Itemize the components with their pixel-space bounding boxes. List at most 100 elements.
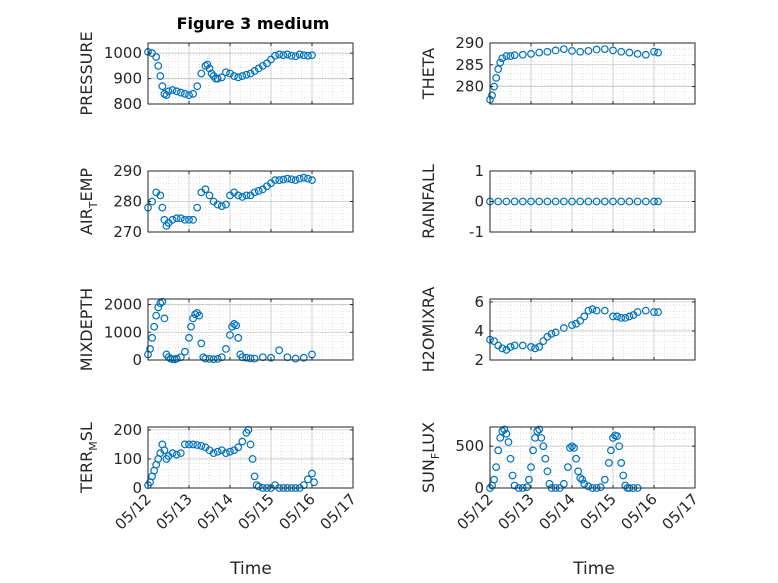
data-point xyxy=(195,311,204,320)
x-tick-label: 05/17 xyxy=(317,490,360,533)
x-tick-label: 05/16 xyxy=(276,490,319,533)
data-point xyxy=(226,447,234,456)
data-point xyxy=(578,475,587,484)
subplot-air_temp: 290 280 270 AIRTEMP xyxy=(77,162,354,241)
data-point xyxy=(242,70,251,79)
x-tick-label: 05/16 xyxy=(618,490,661,533)
y-tick-label: 6 xyxy=(474,293,484,311)
y-tick-label: 500 xyxy=(455,437,484,455)
subplot-terr_msl: 2001000TERRMSL05/1205/1305/1405/1505/160… xyxy=(77,421,360,533)
y-axis-label-subscript: T xyxy=(87,201,100,209)
axes-box xyxy=(489,426,696,489)
subplot-sun_flux: 5000SUNFLUX05/1205/1305/1405/1505/1605/1… xyxy=(419,422,702,533)
data-point xyxy=(494,65,503,74)
data-point xyxy=(535,343,544,351)
data-point xyxy=(584,306,593,315)
data-point xyxy=(168,86,177,94)
data-point xyxy=(543,197,552,206)
data-point xyxy=(168,449,177,458)
data-point xyxy=(176,214,185,223)
data-point xyxy=(295,50,304,59)
y-tick-label: 0 xyxy=(474,479,484,497)
data-point xyxy=(510,341,519,350)
data-point xyxy=(559,45,568,53)
y-tick-label: 290 xyxy=(455,34,484,52)
y-tick-label: 2000 xyxy=(104,296,142,314)
data-point xyxy=(185,91,193,100)
data-point xyxy=(496,58,505,67)
data-point xyxy=(529,446,537,455)
data-point xyxy=(254,482,263,491)
data-point xyxy=(238,437,247,446)
y-axis-label-main: TERR xyxy=(77,451,96,494)
data-point xyxy=(172,87,181,96)
data-point xyxy=(275,50,284,59)
data-point xyxy=(250,188,259,197)
data-point xyxy=(535,425,544,434)
data-point xyxy=(191,310,200,319)
data-point xyxy=(592,45,601,54)
data-point xyxy=(545,479,554,488)
data-point xyxy=(180,89,189,98)
data-point xyxy=(633,197,642,206)
data-point xyxy=(641,197,650,206)
data-point xyxy=(551,197,560,206)
data-point xyxy=(213,74,222,83)
y-axis-label-rest: SL xyxy=(77,422,96,441)
data-point xyxy=(154,61,163,70)
data-point xyxy=(242,353,251,362)
data-point xyxy=(146,345,154,353)
data-point xyxy=(504,438,513,446)
data-point xyxy=(580,312,589,321)
data-point xyxy=(180,347,189,356)
data-point xyxy=(559,324,568,332)
y-tick-label: 0 xyxy=(474,193,484,211)
y-axis-label-subscript: M xyxy=(87,441,100,451)
y-axis-label-rest: EMP xyxy=(77,168,96,202)
data-point xyxy=(230,72,239,80)
data-point xyxy=(609,46,617,55)
data-point xyxy=(189,314,198,323)
data-point xyxy=(498,54,507,63)
data-point xyxy=(254,64,263,73)
data-point xyxy=(267,353,275,362)
data-point xyxy=(568,442,576,451)
data-point xyxy=(654,48,662,57)
data-point xyxy=(523,483,531,492)
x-tick-label: 05/17 xyxy=(659,490,702,533)
data-point xyxy=(299,173,308,182)
data-point xyxy=(584,482,593,491)
y-axis-label: PRESSURE xyxy=(77,31,96,115)
data-point xyxy=(502,197,511,206)
data-point xyxy=(559,479,568,488)
data-point xyxy=(490,337,499,346)
data-point xyxy=(234,191,243,200)
data-point xyxy=(494,446,503,455)
data-point xyxy=(492,463,501,472)
data-point xyxy=(527,343,535,351)
data-point xyxy=(617,47,626,56)
data-point xyxy=(564,463,572,472)
data-point xyxy=(176,88,185,97)
data-point xyxy=(559,197,568,206)
data-point xyxy=(299,51,308,60)
data-point xyxy=(168,215,177,224)
data-point xyxy=(248,455,257,463)
data-point xyxy=(527,197,535,206)
y-tick-label: 200 xyxy=(113,421,142,439)
data-point xyxy=(291,176,300,185)
data-point xyxy=(304,51,312,60)
data-point xyxy=(535,197,544,206)
data-point xyxy=(275,346,284,355)
data-point xyxy=(154,303,163,312)
data-point xyxy=(547,329,556,338)
data-point xyxy=(197,441,206,450)
axes-box xyxy=(489,42,696,105)
data-point xyxy=(633,49,642,58)
data-point xyxy=(605,459,613,467)
data-point xyxy=(152,53,161,61)
data-point xyxy=(193,203,202,212)
x-axis-label-right: Time xyxy=(572,559,615,579)
data-point xyxy=(539,337,548,346)
